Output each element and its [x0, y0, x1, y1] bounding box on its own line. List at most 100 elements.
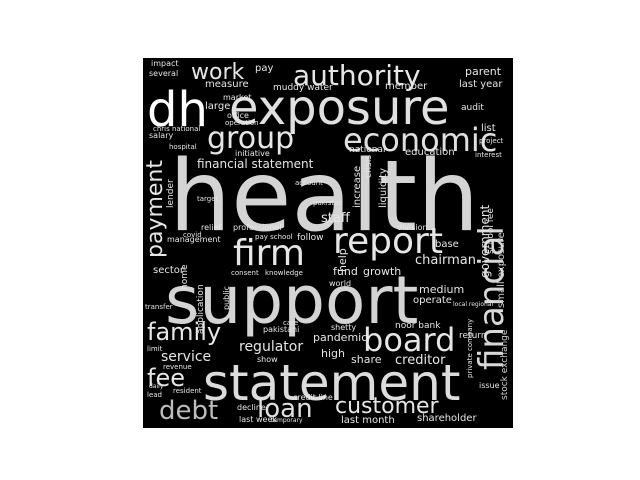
word-noor-bank: noor bank [395, 321, 441, 331]
word-regulator: regulator [239, 339, 304, 355]
word-pakistani: pakistani [263, 325, 300, 334]
word-stock-exchange: stock exchange [500, 329, 510, 400]
word-covid: covid [183, 231, 202, 239]
word-exposure: exposure [229, 80, 450, 136]
word-account: account [295, 179, 323, 187]
word-division: division [397, 223, 428, 232]
word-work: work [191, 60, 245, 85]
word-office: office [227, 111, 249, 120]
word-fund: fund [333, 265, 358, 278]
word-salary: salary [149, 131, 174, 140]
word-liquidity: liquidity [378, 168, 389, 208]
word-chris-national: chris national [153, 125, 201, 133]
word-help: help [336, 248, 349, 272]
word-return: return [459, 331, 487, 341]
word-economic: economic [343, 121, 498, 159]
word-shetty: shetty [331, 323, 357, 332]
word-large: large [205, 101, 231, 112]
word-creditor: creditor [395, 353, 446, 368]
word-list: list [481, 123, 496, 134]
word-issue: issue [479, 381, 500, 390]
word-board: board [363, 321, 456, 359]
word-knowledge: knowledge [265, 269, 303, 277]
word-debt: debt [159, 396, 219, 426]
word-project: project [479, 137, 504, 145]
word-health: health [169, 140, 480, 254]
word-interest: interest [475, 151, 502, 159]
word-service: service [161, 349, 212, 365]
word-consent: consent [231, 269, 259, 277]
word-public: public [222, 285, 231, 310]
word-initiative: initiative [235, 149, 270, 158]
word-chairman: chairman [415, 253, 476, 268]
word-base: base [435, 239, 459, 250]
word-medium: medium [419, 283, 465, 296]
word-private-company: private company [466, 318, 474, 378]
word-transfer: transfer [145, 303, 173, 311]
word-relief: relief [201, 223, 222, 232]
word-last-month: last month [341, 415, 395, 426]
word-revenue: revenue [163, 363, 192, 371]
word-school-fee: school fee [486, 208, 496, 254]
word-operation: operation [225, 119, 259, 127]
word-temporary: temporary [271, 417, 303, 424]
word-last-week: last week [239, 415, 277, 424]
word-firm: firm [233, 233, 305, 274]
word-dh: dh [147, 82, 208, 138]
word-pakistan: pakistan [313, 199, 343, 207]
word-share: share [351, 353, 382, 366]
word-operate: operate [413, 295, 452, 306]
word-resident: resident [173, 387, 202, 395]
word-market: market [223, 93, 252, 102]
word-pay-school: pay school [255, 233, 293, 241]
word-shareholder: shareholder [417, 413, 477, 424]
word-family: family [147, 318, 222, 346]
word-report: report [333, 221, 443, 262]
word-credit-line: credit line [293, 393, 333, 402]
word-statement: statement [203, 354, 461, 412]
word-daily: daily [149, 383, 164, 390]
word-support: support [165, 262, 419, 339]
word-member: member [385, 81, 428, 92]
word-sector: sector [153, 265, 185, 276]
word-education: education [405, 147, 455, 158]
word-professional: professional [233, 223, 282, 232]
word-impact: impact [151, 59, 179, 68]
word-limit: limit [147, 345, 163, 353]
word-high: high [321, 347, 345, 360]
word-loan: loan [257, 394, 313, 424]
word-local-regional: local regional [453, 301, 494, 308]
word-management: management [167, 235, 221, 244]
word-national: national [349, 145, 386, 155]
word-muddy-water: muddy water [273, 83, 333, 93]
word-customer: customer [335, 394, 439, 419]
word-pay: pay [255, 63, 274, 74]
word-world: world [329, 279, 352, 288]
word-fee: fee [147, 364, 185, 392]
word-several: several [149, 69, 179, 78]
word-growth: growth [363, 265, 402, 278]
word-lead: lead [147, 391, 162, 399]
word-crisis: crisis [364, 154, 374, 178]
word-last-year: last year [459, 79, 503, 90]
word-small-exposure: small exposure [496, 232, 507, 308]
word-audit: audit [461, 103, 484, 113]
word-lender: lender [166, 179, 176, 208]
word-decline: decline [237, 403, 266, 412]
word-hospital: hospital [169, 143, 197, 151]
word-financial-statement: financial statement [197, 157, 314, 171]
word-follow: follow [297, 233, 324, 243]
word-staff: staff [321, 211, 350, 226]
word-target: target [197, 195, 219, 203]
word-pandemic: pandemic [313, 331, 368, 344]
word-measure: measure [205, 79, 249, 90]
word-cloud: health support statement dh exposure rep… [143, 58, 513, 428]
word-application: application [196, 284, 206, 334]
word-parent: parent [465, 65, 502, 78]
word-group: group [207, 121, 295, 156]
word-show: show [257, 355, 278, 364]
word-authority: authority [293, 59, 421, 92]
word-increase: increase [352, 165, 363, 208]
word-care: care [283, 319, 299, 327]
word-payment: payment [143, 159, 168, 258]
